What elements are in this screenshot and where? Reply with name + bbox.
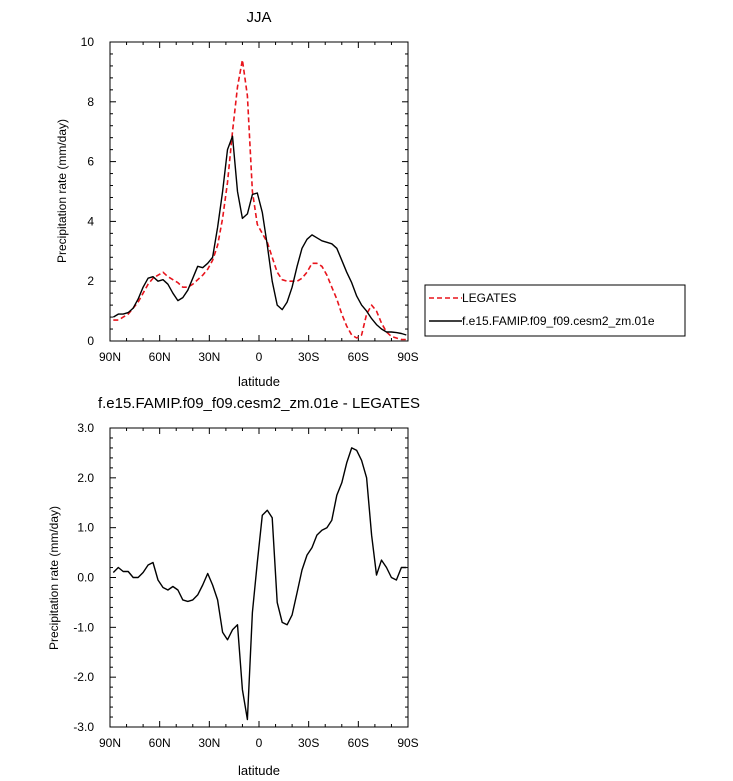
y-tick-label: -1.0	[73, 620, 94, 634]
x-tick-label: 30N	[198, 350, 220, 364]
plot-frame	[109, 41, 409, 342]
y-tick-label: 4	[87, 214, 94, 228]
plot-frame	[109, 427, 409, 728]
y-tick-label: 10	[81, 35, 95, 49]
y-tick-label: 0.0	[77, 571, 94, 585]
series-line-1	[112, 135, 407, 336]
x-tick-label: 0	[256, 350, 263, 364]
y-tick-label: 2.0	[77, 471, 94, 485]
x-tick-label: 0	[256, 736, 263, 750]
x-tick-label: 30S	[298, 350, 319, 364]
x-tick-label: 90S	[397, 350, 418, 364]
y-axis-label: Precipitation rate (mm/day)	[55, 119, 69, 263]
series-line-0	[113, 59, 407, 341]
x-tick-label: 60N	[149, 736, 171, 750]
y-tick-label: -3.0	[73, 720, 94, 734]
legend-label-model: f.e15.FAMIP.f09_f09.cesm2_zm.01e	[462, 314, 655, 328]
y-tick-label: 6	[87, 155, 94, 169]
y-tick-label: 1.0	[77, 521, 94, 535]
y-tick-label: 2	[87, 274, 94, 288]
panel-bottom: f.e15.FAMIP.f09_f09.cesm2_zm.01e - LEGAT…	[47, 395, 420, 778]
x-tick-label: 60S	[348, 350, 369, 364]
x-tick-label: 90N	[99, 736, 121, 750]
x-tick-label: 60N	[149, 350, 171, 364]
x-tick-label: 30S	[298, 736, 319, 750]
x-tick-label: 30N	[198, 736, 220, 750]
y-tick-label: 3.0	[77, 421, 94, 435]
y-axis-label: Precipitation rate (mm/day)	[47, 506, 61, 650]
plot-area: 90N 60N 30N 0 30S 60S 90S 0 2 4 6 8 10	[81, 35, 419, 364]
chart-title: f.e15.FAMIP.f09_f09.cesm2_zm.01e - LEGAT…	[98, 395, 420, 412]
x-axis-label: latitude	[238, 763, 280, 778]
x-tick-label: 90S	[397, 736, 418, 750]
x-axis-label: latitude	[238, 374, 280, 389]
series-line-0	[112, 447, 407, 721]
legend-box	[424, 284, 686, 337]
x-tick-label: 90N	[99, 350, 121, 364]
y-tick-label: 0	[87, 334, 94, 348]
plot-area: 90N 60N 30N 0 30S 60S 90S -3.0 -2.0 -1.0 0.0 1.0 2.0…	[73, 421, 418, 750]
legend: LEGATES f.e15.FAMIP.f09_f09.cesm2_zm.01e	[424, 284, 686, 337]
x-tick-label: 60S	[348, 736, 369, 750]
y-tick-label: -2.0	[73, 670, 94, 684]
chart-title: JJA	[246, 9, 271, 26]
y-tick-label: 8	[87, 95, 94, 109]
legend-label-legates: LEGATES	[462, 291, 516, 305]
